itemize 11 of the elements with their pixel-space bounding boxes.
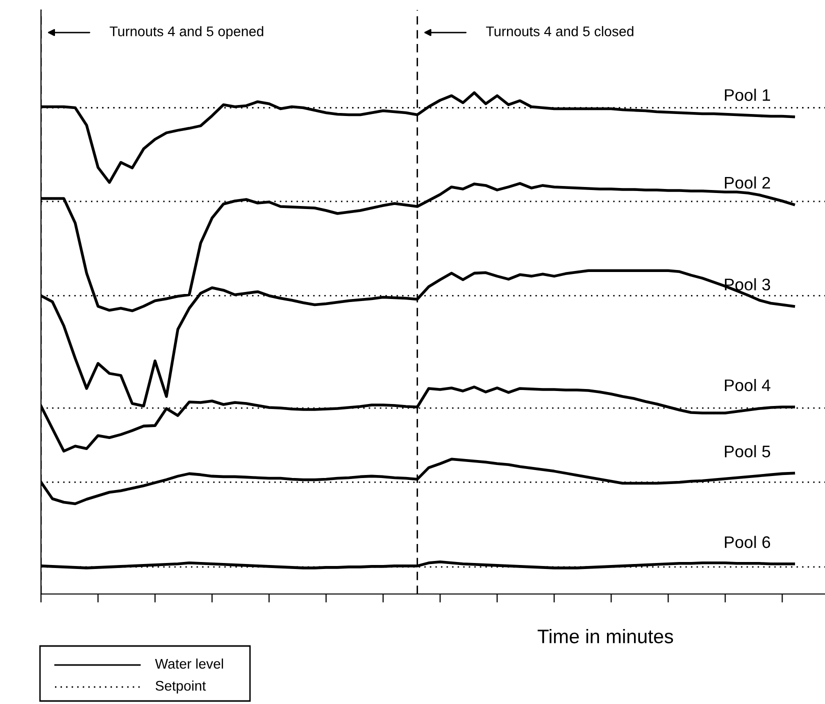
text: Turnouts 4 and 5 closed — [486, 26, 634, 36]
series-label: Pool 6 — [724, 536, 770, 548]
text: Setpoint — [156, 680, 206, 694]
series-label: Pool 4 — [724, 378, 770, 392]
series-label: Pool 2 — [724, 176, 770, 189]
x-axis-title: Time in minutes — [538, 629, 674, 644]
series-label: Pool 1 — [724, 88, 770, 101]
series-label: Pool 5 — [724, 445, 770, 458]
text: Water level — [155, 658, 224, 669]
series-label: Pool 3 — [724, 278, 770, 290]
text: Turnouts 4 and 5 opened — [110, 26, 264, 40]
